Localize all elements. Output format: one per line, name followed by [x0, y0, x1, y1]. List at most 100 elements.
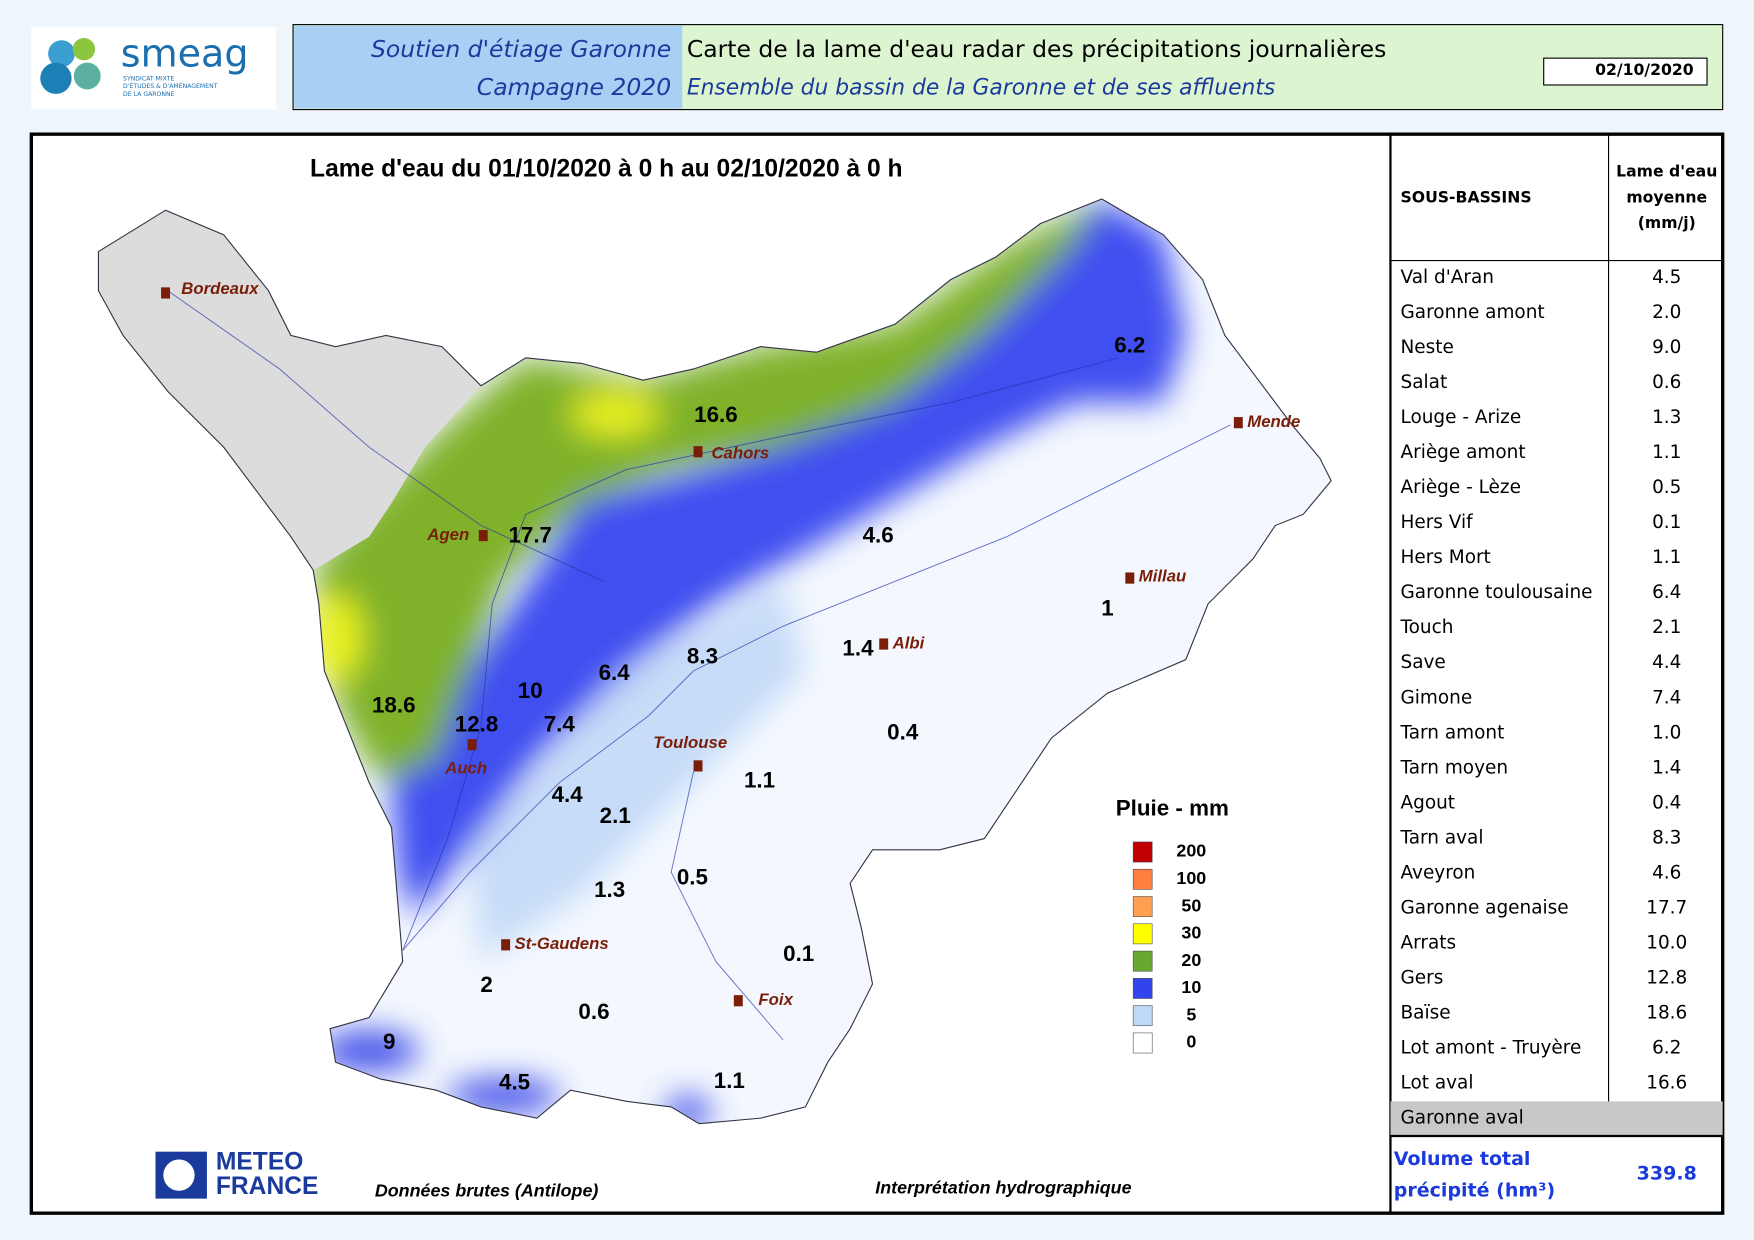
- basin-value: 2: [480, 972, 492, 997]
- legend-swatch: [1132, 950, 1153, 972]
- basin-value: 4.6: [863, 523, 894, 548]
- table-name: Gimone: [1401, 687, 1473, 708]
- map-title: Lame d'eau du 01/10/2020 à 0 h au 02/10/…: [310, 155, 902, 182]
- date-box: [1543, 57, 1708, 86]
- basin-value: 0.5: [677, 865, 708, 890]
- basin-value: 4.4: [552, 782, 584, 807]
- table-value: 0.4: [1652, 792, 1681, 813]
- legend-label: 200: [1176, 841, 1206, 861]
- table-header: SOUS-BASSINS: [1401, 187, 1532, 206]
- table-name: Garonne amont: [1401, 302, 1545, 323]
- legend-label: 50: [1181, 895, 1201, 915]
- table-name: Neste: [1401, 337, 1454, 358]
- legend-swatch: [1132, 1032, 1153, 1054]
- city-label: Mende: [1247, 412, 1300, 431]
- table-value: 2.1: [1652, 617, 1681, 638]
- legend-swatch: [1132, 1005, 1153, 1027]
- basin-value: 1: [1101, 595, 1113, 620]
- basin-value: 10: [518, 678, 543, 703]
- city-marker: [693, 446, 703, 458]
- city-marker: [733, 995, 743, 1007]
- table-name: Val d'Aran: [1401, 267, 1494, 288]
- city-label: St-Gaudens: [515, 934, 609, 953]
- table-name: Lot aval: [1401, 1072, 1474, 1093]
- source-logo: METEO: [216, 1148, 303, 1175]
- table-header: moyenne: [1626, 187, 1707, 206]
- logo-dot: [48, 40, 75, 68]
- basin-value: 7.4: [544, 712, 576, 737]
- table-value: 1.1: [1652, 547, 1681, 568]
- table-value: 1.3: [1652, 407, 1681, 428]
- rain-zone: [391, 199, 1186, 917]
- table-name: Save: [1401, 652, 1446, 673]
- table-name: Garonne toulousaine: [1401, 582, 1593, 603]
- city-marker: [478, 529, 488, 542]
- table-header: Lame d'eau: [1616, 162, 1717, 181]
- city-label: Millau: [1139, 566, 1187, 585]
- table-value: 4.4: [1652, 652, 1681, 673]
- table-value: 8.3: [1652, 827, 1681, 848]
- table-name: Tarn amont: [1400, 722, 1505, 743]
- city-label: Agen: [426, 525, 469, 544]
- table-value: 12.8: [1646, 967, 1687, 988]
- date: 02/10/2020: [1595, 60, 1694, 79]
- table-name: Arrats: [1401, 932, 1457, 953]
- table-value: 0.5: [1652, 477, 1681, 498]
- logo-subtitle: SYNDICAT MIXTE: [123, 75, 174, 82]
- last-row-bg: [1390, 1101, 1723, 1137]
- total-label: Volume total: [1394, 1148, 1531, 1170]
- city-label: Bordeaux: [181, 279, 259, 298]
- table-value: 6.2: [1652, 1037, 1681, 1058]
- legend-swatch: [1132, 868, 1153, 890]
- table-name: Tarn aval: [1400, 827, 1484, 848]
- legend-swatch: [1132, 923, 1153, 945]
- table-name: Hers Mort: [1401, 547, 1491, 568]
- city-marker: [1233, 417, 1243, 429]
- city-marker: [467, 739, 477, 751]
- meteo-logo-mark: [163, 1159, 195, 1191]
- table-name: Hers Vif: [1401, 512, 1474, 533]
- legend-label: 20: [1181, 950, 1201, 970]
- legend-label: 5: [1186, 1004, 1196, 1024]
- legend-swatch: [1132, 978, 1153, 999]
- logo-subtitle: D'ÉTUDES & D'AMÉNAGEMENT: [123, 81, 218, 90]
- table-name: Agout: [1401, 792, 1456, 813]
- rain-zone: [318, 1030, 420, 1072]
- logo-name: smeag: [121, 31, 249, 75]
- basin-value: 1.4: [842, 636, 874, 661]
- basin-value: 16.6: [694, 402, 738, 427]
- basin-value: 4.5: [499, 1069, 530, 1094]
- city-label: Auch: [444, 759, 487, 778]
- table-value: 6.4: [1652, 582, 1681, 603]
- table-name: Garonne aval: [1401, 1108, 1524, 1129]
- city-marker: [879, 638, 889, 650]
- rain-zone: [447, 1078, 560, 1113]
- city-marker: [161, 287, 171, 299]
- city-marker: [1125, 572, 1135, 584]
- basin-value: 6.2: [1114, 333, 1145, 358]
- legend-label: 100: [1176, 868, 1206, 888]
- table-name: Ariège - Lèze: [1401, 477, 1521, 498]
- program-line: Campagne 2020: [477, 73, 671, 101]
- city-marker: [501, 939, 511, 951]
- table-value: 9.0: [1652, 337, 1681, 358]
- table-value: 7.4: [1652, 687, 1681, 708]
- rain-zone: [469, 581, 806, 962]
- legend-label: 0: [1186, 1032, 1196, 1052]
- table-value: 0.1: [1652, 512, 1681, 533]
- table-name: Gers: [1401, 967, 1444, 988]
- table-value: 18.6: [1646, 1002, 1687, 1023]
- table-name: Tarn moyen: [1400, 757, 1509, 778]
- table-name: Baïse: [1401, 1002, 1451, 1023]
- logo-dot: [40, 62, 72, 94]
- table-value: 1.1: [1652, 442, 1681, 463]
- basin-value: 17.7: [508, 523, 552, 548]
- table-name: Aveyron: [1401, 862, 1476, 883]
- basin-value: 0.4: [887, 719, 919, 744]
- gray-zone: [98, 210, 482, 571]
- note: Interprétation hydrographique: [875, 1177, 1131, 1197]
- rain-zone: [570, 391, 660, 437]
- total-value: 339.8: [1637, 1163, 1697, 1185]
- table-name: Lot amont - Truyère: [1401, 1037, 1582, 1058]
